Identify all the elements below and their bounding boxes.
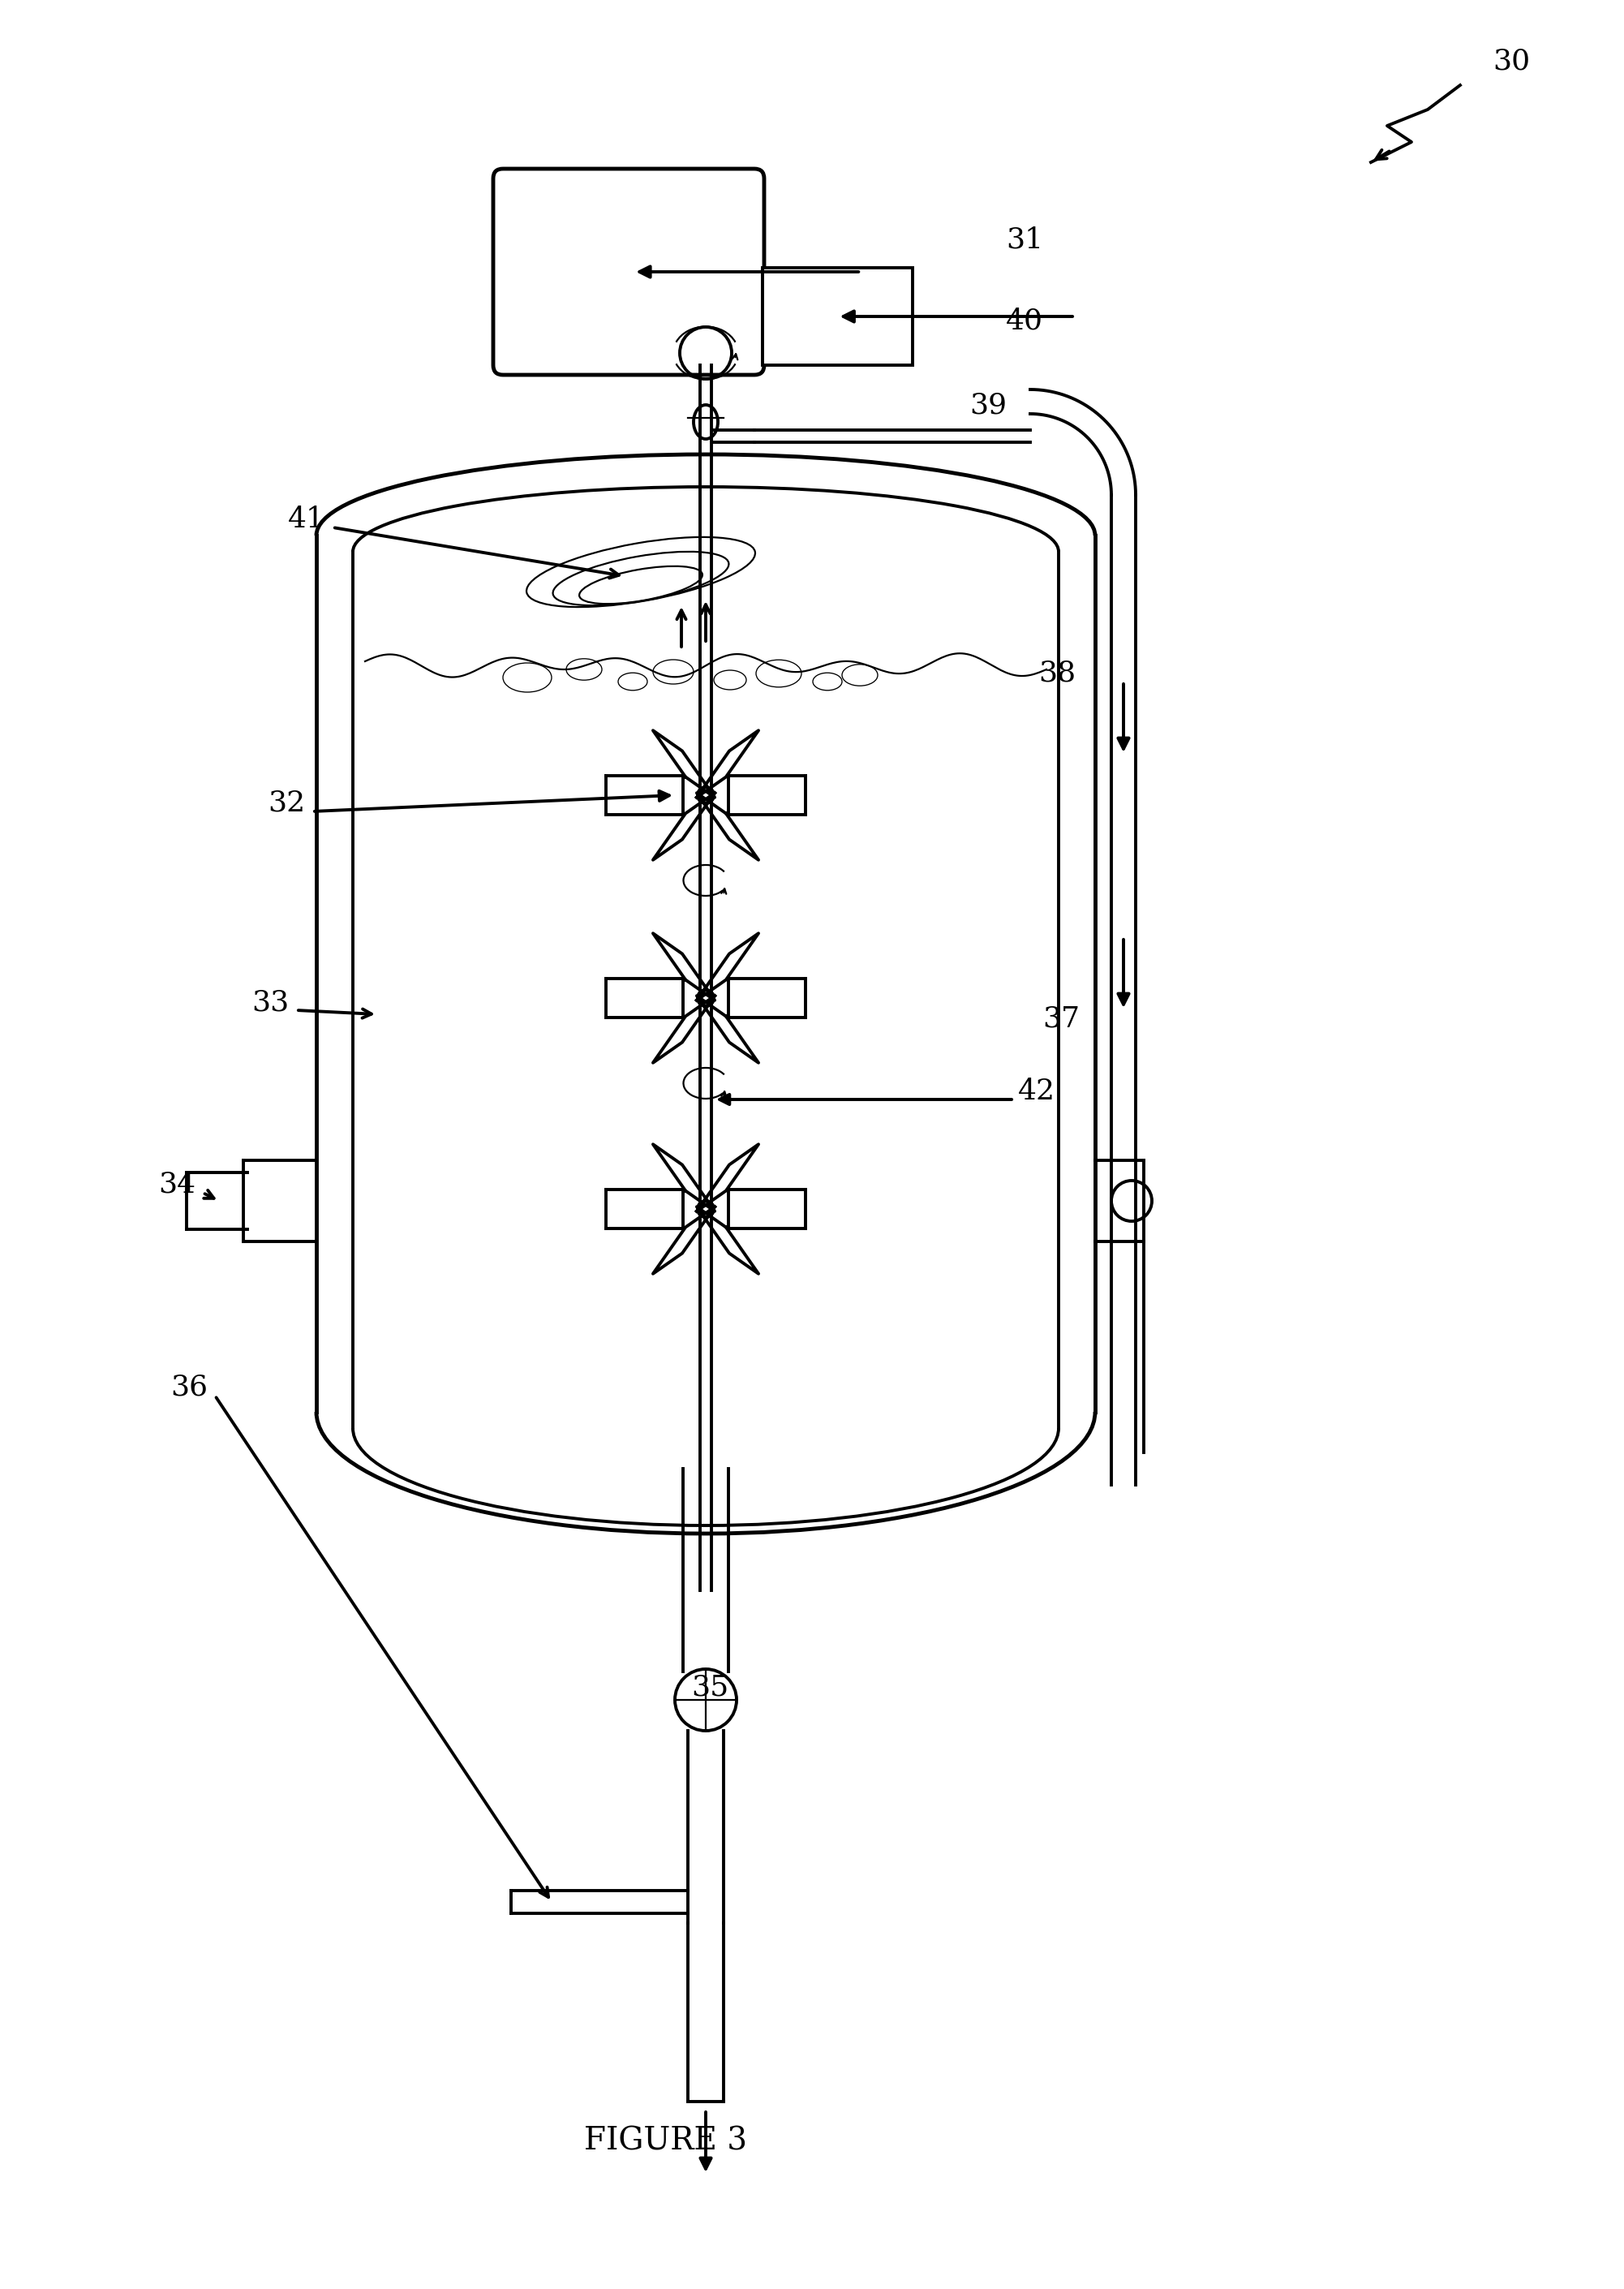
- Text: FIGURE 3: FIGURE 3: [583, 2126, 747, 2156]
- Text: 41: 41: [287, 506, 325, 533]
- Text: 42: 42: [1018, 1078, 1056, 1106]
- Text: 33: 33: [252, 989, 289, 1016]
- Text: 30: 30: [1492, 48, 1530, 76]
- Text: 37: 37: [1043, 1005, 1080, 1032]
- Text: 36: 36: [171, 1373, 208, 1401]
- Text: 34: 34: [158, 1172, 195, 1199]
- Text: 31: 31: [1005, 227, 1043, 254]
- Circle shape: [698, 1202, 715, 1218]
- Text: 39: 39: [970, 391, 1007, 419]
- Circle shape: [698, 787, 715, 803]
- FancyBboxPatch shape: [494, 169, 765, 375]
- Bar: [763, 268, 913, 366]
- Text: 38: 38: [1038, 659, 1075, 687]
- Text: 35: 35: [692, 1673, 729, 1701]
- Circle shape: [698, 989, 715, 1007]
- Text: 32: 32: [268, 790, 305, 817]
- Text: 40: 40: [1005, 307, 1043, 334]
